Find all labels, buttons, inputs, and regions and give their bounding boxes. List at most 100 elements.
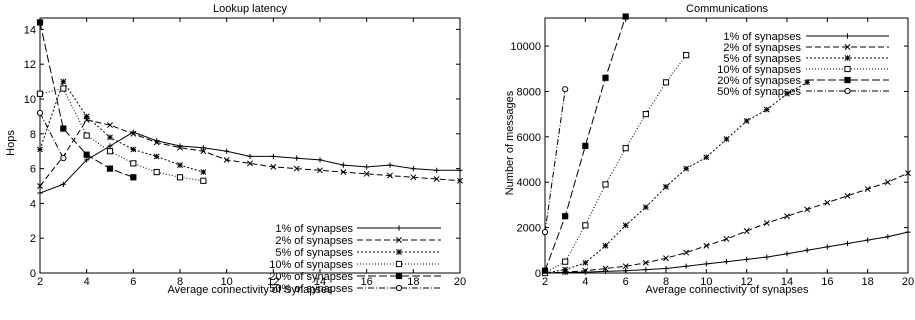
series-line xyxy=(544,54,687,274)
data-point xyxy=(804,79,811,86)
legend-label: 50% of synapses xyxy=(269,283,353,295)
series-2 xyxy=(542,170,911,276)
data-point xyxy=(582,222,589,229)
data-point xyxy=(60,125,67,132)
data-point xyxy=(247,153,253,160)
data-point xyxy=(387,172,393,179)
data-point xyxy=(60,78,67,85)
data-point xyxy=(317,167,323,174)
series-line xyxy=(39,131,460,194)
legend-entry: 50% of synapses xyxy=(269,283,441,295)
data-point xyxy=(130,130,137,137)
data-point xyxy=(36,109,44,117)
data-point xyxy=(434,167,440,173)
data-point xyxy=(36,19,44,26)
x-tick-label: 2 xyxy=(37,276,43,288)
data-point xyxy=(885,234,891,240)
data-point xyxy=(804,206,811,213)
data-point xyxy=(410,166,416,172)
y-tick-label: 4000 xyxy=(517,177,541,189)
data-point xyxy=(37,183,43,189)
data-point xyxy=(864,186,871,192)
data-point xyxy=(294,155,300,161)
x-tick-label: 6 xyxy=(623,276,629,288)
data-point xyxy=(541,267,549,274)
data-point xyxy=(884,179,891,186)
data-point xyxy=(562,266,569,273)
legend-entry: 20% of synapses xyxy=(269,271,441,283)
legend-label: 5% of synapses xyxy=(275,247,353,259)
y-tick-label: 12 xyxy=(24,59,36,71)
legend-entry: 10% of synapses xyxy=(269,259,441,271)
data-point xyxy=(60,155,67,162)
data-point xyxy=(107,122,113,129)
data-point xyxy=(457,177,463,184)
data-point xyxy=(602,74,609,81)
series-line xyxy=(544,231,909,274)
legend-entry: 10% of synapses xyxy=(717,64,889,76)
data-point xyxy=(582,267,589,274)
x-tick-label: 16 xyxy=(361,276,373,288)
legend-marker xyxy=(396,249,402,255)
legend-marker xyxy=(844,44,851,50)
y-axis-label: Hops xyxy=(5,130,17,156)
x-tick-label: 12 xyxy=(267,276,279,288)
data-point xyxy=(562,213,569,220)
data-point xyxy=(784,90,790,97)
y-tick-label: 14 xyxy=(24,24,36,36)
x-axis-label: Average connectivity of Synapses xyxy=(168,284,333,296)
legend-marker xyxy=(844,33,851,39)
data-point xyxy=(582,259,589,266)
y-tick-label: 6 xyxy=(30,164,36,176)
data-point xyxy=(106,148,114,155)
y-tick-label: 8 xyxy=(30,129,36,141)
legend-marker xyxy=(395,284,403,292)
data-point xyxy=(541,229,549,236)
legend-marker xyxy=(396,225,402,231)
legend-label: 20% of synapses xyxy=(269,271,353,283)
legend-label: 50% of synapses xyxy=(717,86,801,98)
data-point xyxy=(153,168,160,176)
data-point xyxy=(130,160,137,167)
x-tick-label: 14 xyxy=(781,276,793,288)
data-point xyxy=(107,143,113,149)
series-6 xyxy=(541,86,569,236)
data-point xyxy=(107,134,113,141)
data-point xyxy=(84,157,90,163)
data-point xyxy=(387,162,393,168)
data-point xyxy=(153,153,160,160)
data-point xyxy=(83,151,90,158)
series-4 xyxy=(36,85,207,184)
series-2 xyxy=(37,116,463,189)
data-point xyxy=(663,255,669,262)
legend-entry: 1% of synapses xyxy=(275,223,441,235)
legend-entry: 20% of synapses xyxy=(717,75,889,87)
legend-label: 10% of synapses xyxy=(717,64,801,76)
data-point xyxy=(683,165,690,172)
data-point xyxy=(60,181,66,187)
x-tick-label: 16 xyxy=(821,276,833,288)
data-point xyxy=(433,176,440,182)
data-point xyxy=(200,177,207,184)
data-point xyxy=(340,162,346,168)
data-point xyxy=(905,170,911,177)
legend-marker xyxy=(844,87,851,95)
legend-label: 2% of synapses xyxy=(723,42,801,54)
legend-marker xyxy=(396,237,402,243)
data-point xyxy=(764,254,770,260)
data-point xyxy=(703,242,710,249)
data-point xyxy=(364,164,370,170)
x-tick-label: 2 xyxy=(542,276,548,288)
y-tick-label: 6000 xyxy=(517,132,541,144)
data-point xyxy=(177,144,183,151)
data-point xyxy=(763,106,770,113)
data-point xyxy=(270,153,276,160)
data-point xyxy=(642,204,649,211)
y-tick-label: 8000 xyxy=(517,86,541,98)
data-point xyxy=(602,268,609,275)
data-point xyxy=(744,256,750,262)
data-point xyxy=(457,167,463,173)
legend-entry: 2% of synapses xyxy=(275,235,441,247)
series-1 xyxy=(37,129,463,196)
x-tick-label: 6 xyxy=(130,276,136,288)
